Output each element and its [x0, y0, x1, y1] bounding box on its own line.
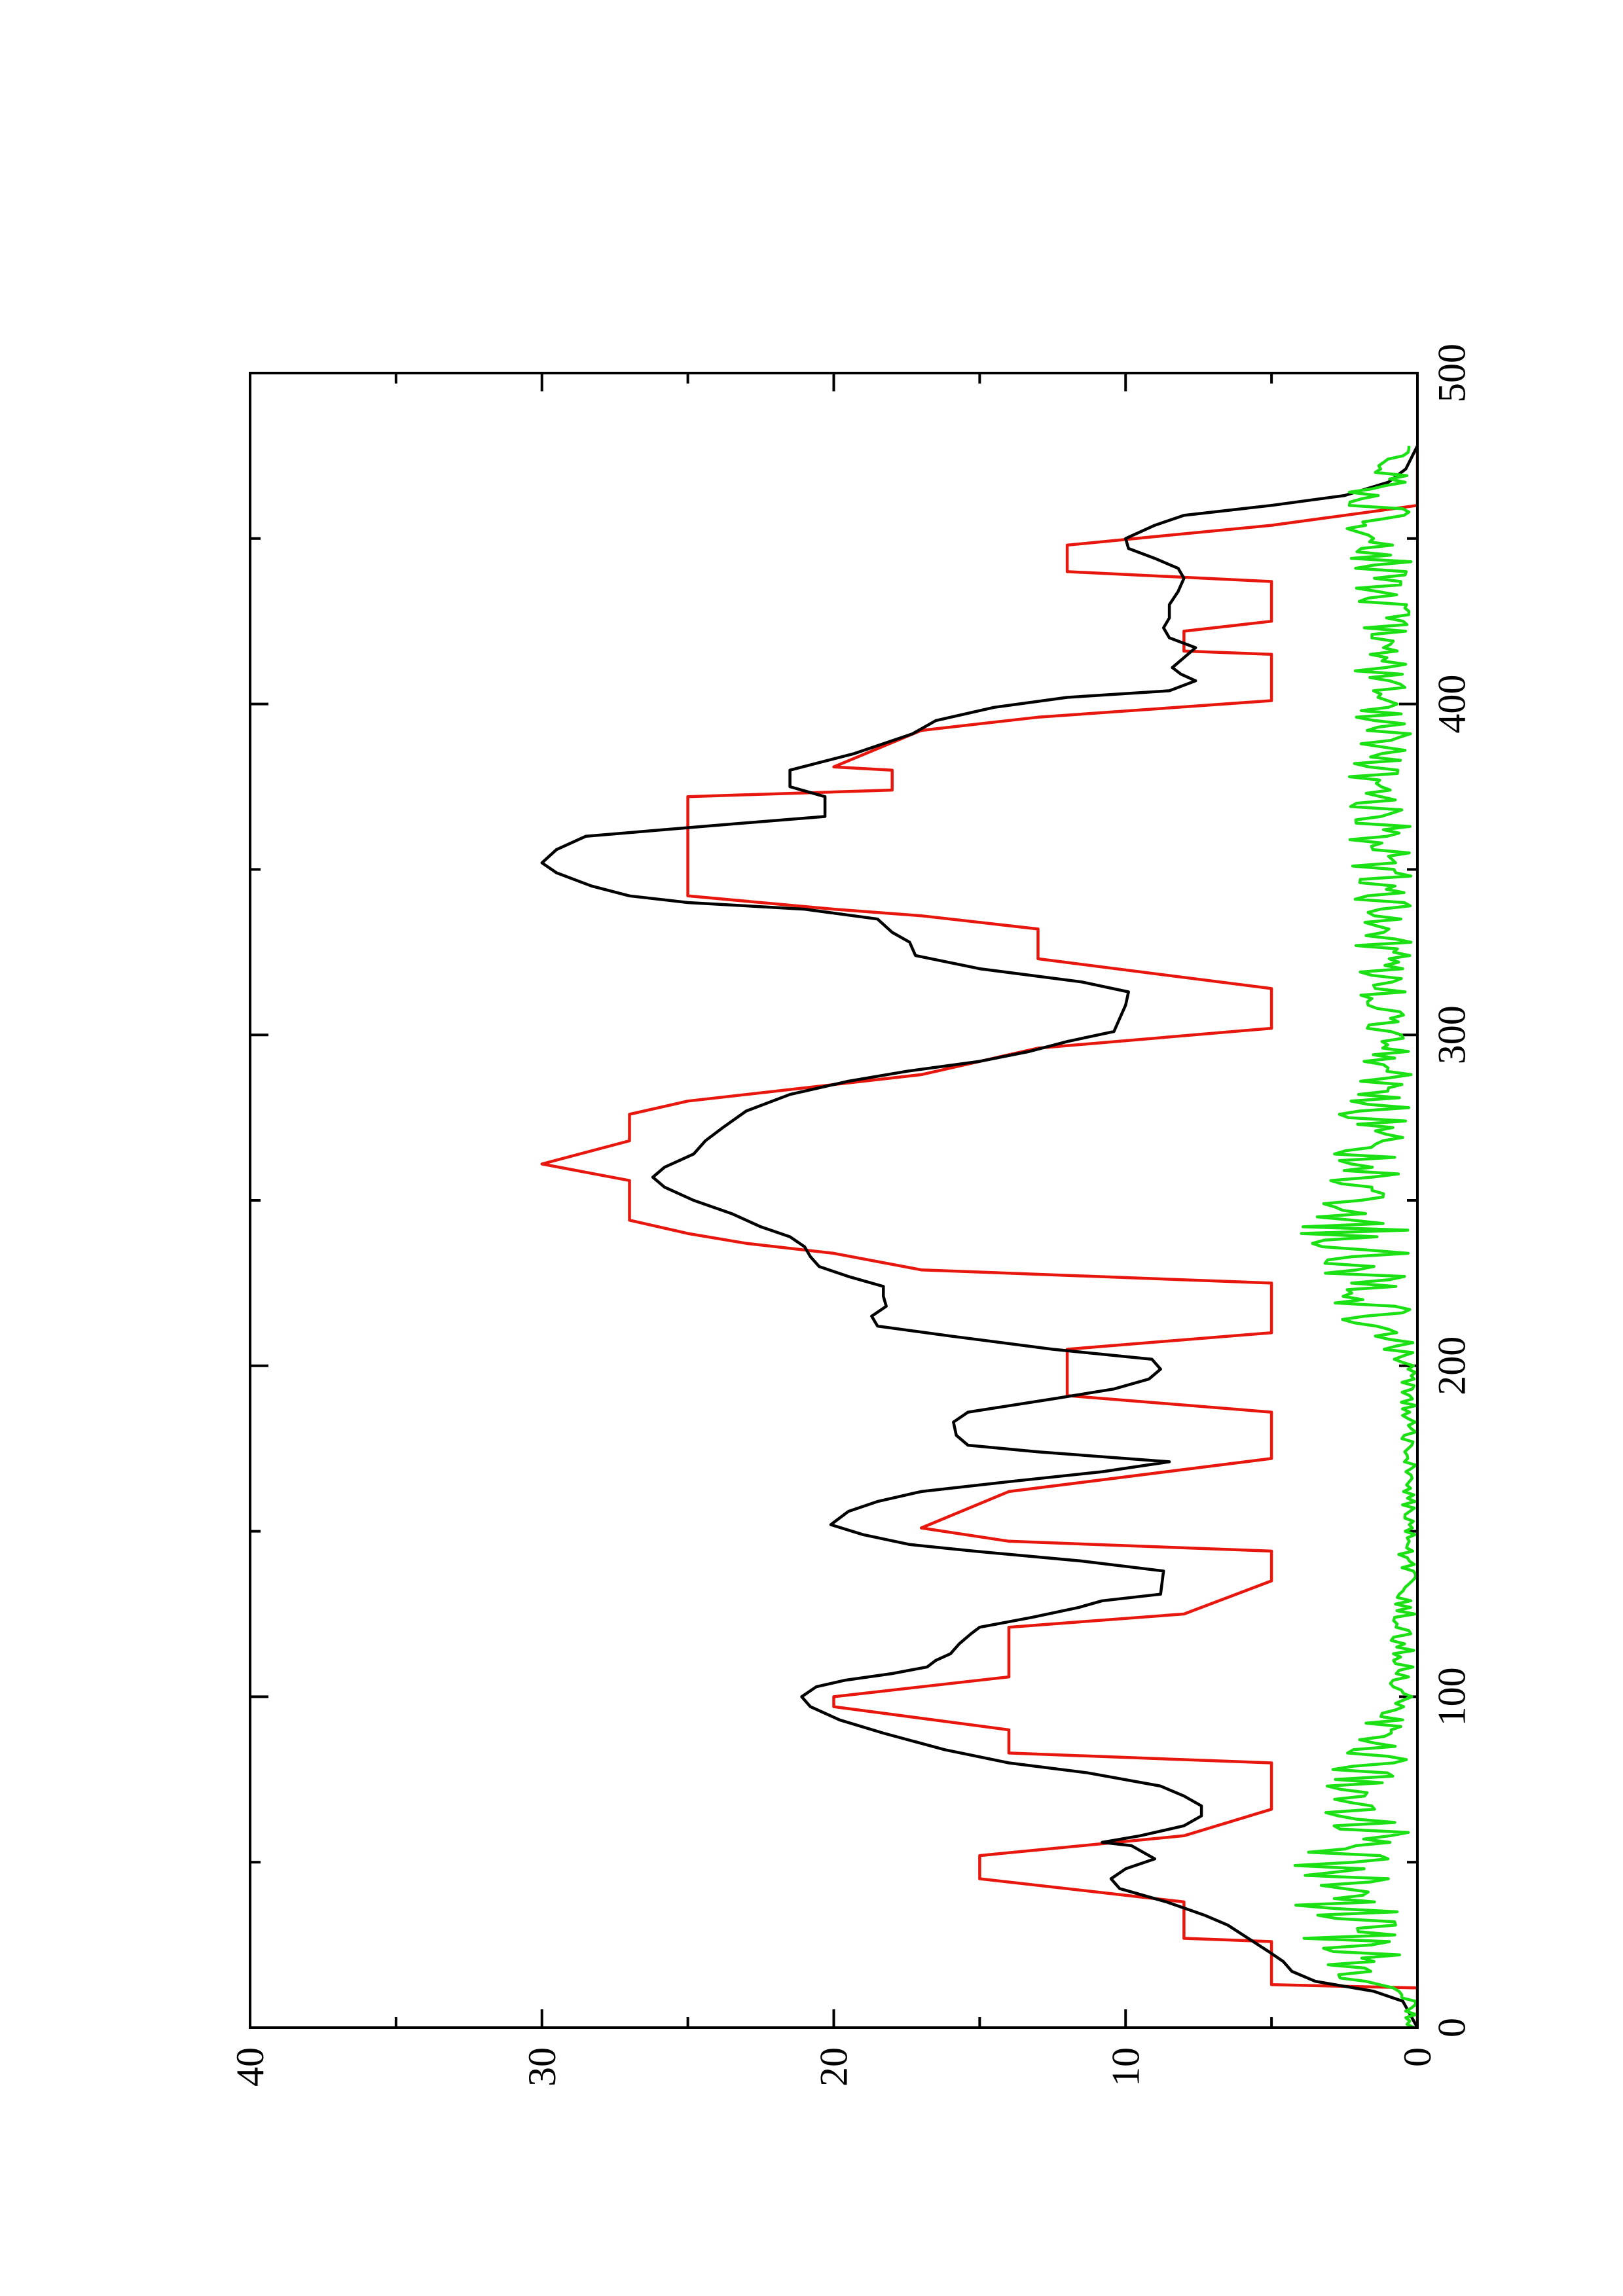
plot-frame	[249, 372, 1419, 2029]
tick-labels: 0 100 200 300 400 500 0 10 20 30 40	[228, 344, 1473, 2087]
x-tick-label: 300	[1430, 1005, 1473, 1064]
plot-border	[249, 372, 1419, 2029]
y-tick-label: 0	[1396, 2047, 1439, 2067]
x-tick-label: 400	[1430, 675, 1473, 734]
series-line-2	[1293, 446, 1417, 2028]
series-line-1	[540, 445, 1417, 2028]
y-tick-label: 20	[812, 2047, 856, 2087]
x-tick-label: 200	[1430, 1336, 1473, 1395]
y-tick-label: 30	[520, 2047, 564, 2087]
y-tick-label: 40	[228, 2047, 272, 2087]
x-tick-label: 0	[1430, 2018, 1473, 2037]
axes	[249, 372, 1419, 2029]
x-tick-label: 500	[1430, 344, 1473, 403]
y-tick-label: 10	[1104, 2047, 1147, 2087]
series-group	[540, 445, 1417, 2028]
x-tick-label: 100	[1430, 1667, 1473, 1726]
series-line-0	[540, 446, 1417, 2028]
